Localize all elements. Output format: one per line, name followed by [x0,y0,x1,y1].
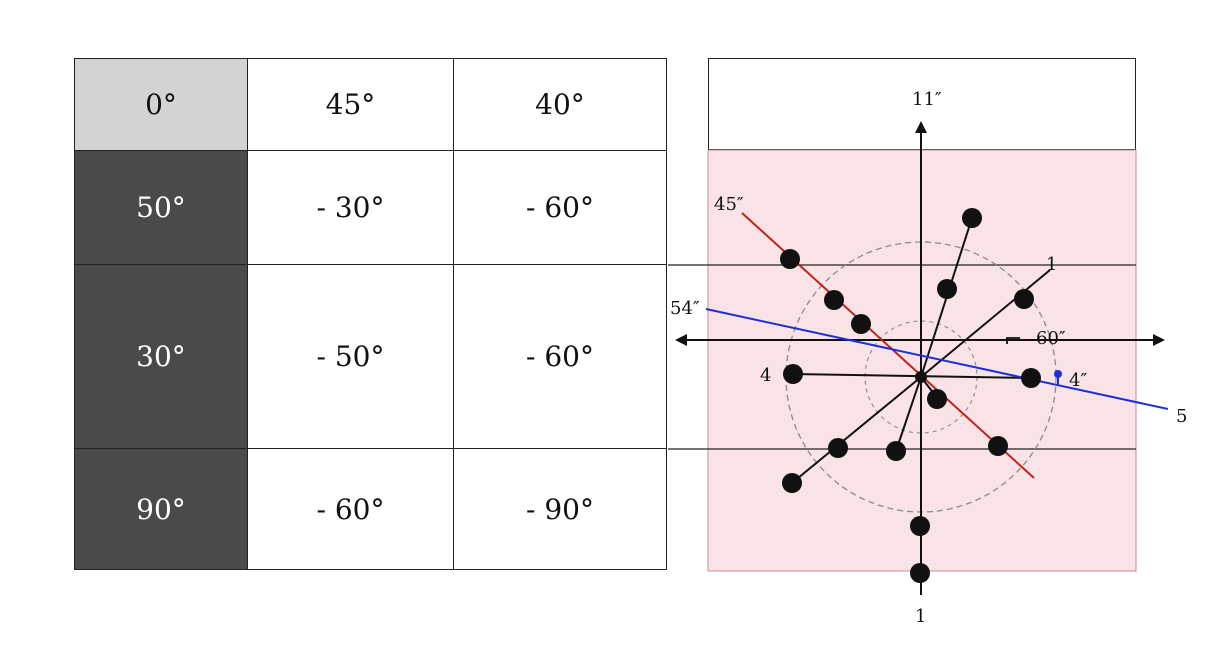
table-cell: - 50° [247,264,454,449]
table-cell: - 60° [247,448,454,570]
row-header-cell: 50° [74,150,248,265]
point-dot [1014,289,1034,309]
table-cell: - 90° [453,448,667,570]
point-dot [962,208,982,228]
point-dot [915,371,927,383]
angle-tick-mark [1006,337,1020,344]
point-dot [780,249,800,269]
table-cell: - 60° [453,264,667,449]
table-row: 50° - 30° - 60° [74,150,667,265]
table-row: 90° - 60° - 90° [74,448,667,570]
label-bottom: 1 [915,606,926,627]
table-header-row: 0° 45° 40° [74,58,667,151]
point-dot [824,290,844,310]
point-dot [988,436,1008,456]
label-red-line-end: 45″ [714,194,744,215]
angle-table: 0° 45° 40° 50° - 30° - 60° 30° - 50° - 6… [74,58,667,570]
label-blue-line-end: 54″ [670,298,700,319]
point-dot [782,473,802,493]
label-right-point: 4″ [1069,370,1087,391]
blue-diagonal-line [705,308,1169,410]
point-dot [828,438,848,458]
point-dot [910,516,930,536]
point-dot [783,364,803,384]
row-header-cell: 30° [74,264,248,449]
table-cell: - 30° [247,150,454,265]
label-blue-line-right: 5 [1176,406,1187,427]
point-dot [1021,368,1041,388]
point-dot [927,389,947,409]
point-dot [886,441,906,461]
table-cell: - 60° [453,150,667,265]
table-header-cell: 0° [74,58,248,151]
point-dot [937,279,957,299]
point-dots [780,208,1041,583]
table-row: 30° - 50° - 60° [74,264,667,449]
label-left-point: 4 [760,365,771,386]
blue-marker-dot [1054,370,1062,378]
label-upper-right: 1 [1046,254,1057,275]
table-header-cell: 45° [247,58,454,151]
point-dot [851,314,871,334]
label-arrow-right: 60″ [1036,328,1066,349]
row-header-cell: 90° [74,448,248,570]
point-dot [910,563,930,583]
label-top: 11″ [912,89,942,110]
